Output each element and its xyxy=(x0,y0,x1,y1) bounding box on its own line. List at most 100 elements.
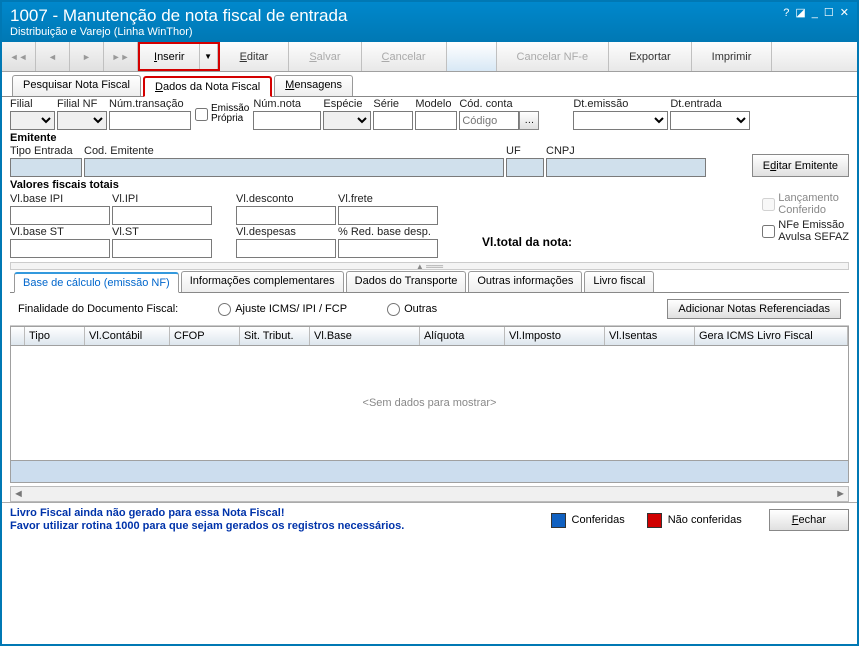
window-title: 1007 - Manutenção de nota fiscal de entr… xyxy=(10,6,347,26)
filial-nf-label: Filial NF xyxy=(57,98,107,110)
col-vlimposto[interactable]: Vl.Imposto xyxy=(505,327,605,345)
cod-conta-input[interactable] xyxy=(459,111,519,130)
hscroll[interactable]: ◄► xyxy=(10,486,849,502)
collapse-bar[interactable]: ▲ ═══ xyxy=(10,262,849,270)
vl-base-ipi-input[interactable] xyxy=(10,206,110,225)
uf-label: UF xyxy=(506,145,544,157)
valores-title: Valores fiscais totais xyxy=(10,179,849,191)
tab-outras[interactable]: Outras informações xyxy=(468,271,582,292)
vl-despesas-input[interactable] xyxy=(236,239,336,258)
editar-button[interactable]: Editar xyxy=(220,42,290,71)
dt-entrada-select[interactable] xyxy=(670,111,750,130)
num-transacao-input[interactable] xyxy=(109,111,191,130)
radio-ajuste[interactable] xyxy=(218,303,231,316)
vl-ipi-label: Vl.IPI xyxy=(112,193,212,205)
dt-entrada-label: Dt.entrada xyxy=(670,98,750,110)
cnpj-input[interactable] xyxy=(546,158,706,177)
vl-despesas-label: Vl.despesas xyxy=(236,226,336,238)
uf-input[interactable] xyxy=(506,158,544,177)
imprimir-button[interactable]: Imprimir xyxy=(692,42,773,71)
col-cfop[interactable]: CFOP xyxy=(170,327,240,345)
radio-outras-label: Outras xyxy=(404,303,437,315)
salvar-button[interactable]: Salvar xyxy=(289,42,361,71)
dt-emissao-select[interactable] xyxy=(573,111,668,130)
tab-pesquisar[interactable]: Pesquisar Nota Fiscal xyxy=(12,75,141,96)
cod-conta-lookup[interactable]: … xyxy=(519,111,539,130)
vl-base-st-label: Vl.base ST xyxy=(10,226,110,238)
tipo-entrada-label: Tipo Entrada xyxy=(10,145,82,157)
lanc-conferido-label: LançamentoConferido xyxy=(778,192,839,216)
status-line1: Livro Fiscal ainda não gerado para essa … xyxy=(10,507,404,520)
filial-nf-select[interactable] xyxy=(57,111,107,130)
vl-frete-label: Vl.frete xyxy=(338,193,438,205)
tab-transporte[interactable]: Dados do Transporte xyxy=(346,271,467,292)
emitente-title: Emitente xyxy=(10,132,849,144)
emissao-propria-check[interactable] xyxy=(195,108,208,121)
nfe-avulsa-check[interactable] xyxy=(762,225,775,238)
col-vlisentas[interactable]: Vl.Isentas xyxy=(605,327,695,345)
serie-label: Série xyxy=(373,98,413,110)
edit-icon[interactable]: ◪ xyxy=(795,6,805,19)
pct-red-input[interactable] xyxy=(338,239,438,258)
nav-last-button[interactable]: ►► xyxy=(104,42,138,71)
inserir-dropdown[interactable]: ▼ xyxy=(200,44,218,69)
toolbar: ◄◄ ◄ ► ►► Inserir ▼ Editar Salvar Cancel… xyxy=(2,42,857,72)
vl-st-input[interactable] xyxy=(112,239,212,258)
nav-next-button[interactable]: ► xyxy=(70,42,104,71)
adicionar-notas-button[interactable]: Adicionar Notas Referenciadas xyxy=(667,299,841,319)
legend-red-icon xyxy=(647,513,662,528)
statusbar: Livro Fiscal ainda não gerado para essa … xyxy=(2,502,857,539)
vl-frete-input[interactable] xyxy=(338,206,438,225)
cod-emitente-label: Cod. Emitente xyxy=(84,145,504,157)
tab-base[interactable]: Base de cálculo (emissão NF) xyxy=(14,272,179,293)
cancelar-button[interactable]: Cancelar xyxy=(362,42,447,71)
radio-ajuste-label: Ajuste ICMS/ IPI / FCP xyxy=(235,303,347,315)
modelo-label: Modelo xyxy=(415,98,457,110)
vl-base-ipi-label: Vl.base IPI xyxy=(10,193,110,205)
col-vlbase[interactable]: Vl.Base xyxy=(310,327,420,345)
close-icon[interactable]: ✕ xyxy=(840,6,849,19)
window-subtitle: Distribuição e Varejo (Linha WinThor) xyxy=(10,26,347,38)
cnpj-label: CNPJ xyxy=(546,145,706,157)
vl-st-label: Vl.ST xyxy=(112,226,212,238)
vl-base-st-input[interactable] xyxy=(10,239,110,258)
especie-select[interactable] xyxy=(323,111,371,130)
editar-emitente-button[interactable]: Editar Emitente xyxy=(752,154,849,177)
serie-input[interactable] xyxy=(373,111,413,130)
modelo-input[interactable] xyxy=(415,111,457,130)
filial-select[interactable] xyxy=(10,111,55,130)
cancelar-nfe-button[interactable]: Cancelar NF-e xyxy=(497,42,610,71)
inserir-button[interactable]: Inserir xyxy=(140,44,200,69)
exportar-button[interactable]: Exportar xyxy=(609,42,692,71)
especie-label: Espécie xyxy=(323,98,371,110)
tab-info[interactable]: Informações complementares xyxy=(181,271,344,292)
status-line2: Favor utilizar rotina 1000 para que seja… xyxy=(10,520,404,533)
cod-emitente-input[interactable] xyxy=(84,158,504,177)
fechar-button[interactable]: Fechar xyxy=(769,509,849,531)
maximize-icon[interactable]: ☐ xyxy=(824,6,834,19)
col-aliquota[interactable]: Alíquota xyxy=(420,327,505,345)
num-nota-input[interactable] xyxy=(253,111,321,130)
tab-livro[interactable]: Livro fiscal xyxy=(584,271,654,292)
grid-header: Tipo Vl.Contábil CFOP Sit. Tribut. Vl.Ba… xyxy=(10,326,849,346)
col-vlcontabil[interactable]: Vl.Contábil xyxy=(85,327,170,345)
tab-mensagens[interactable]: Mensagens xyxy=(274,75,353,96)
vl-ipi-input[interactable] xyxy=(112,206,212,225)
minimize-icon[interactable]: _ xyxy=(812,7,818,19)
lanc-conferido-check xyxy=(762,198,775,211)
col-sit[interactable]: Sit. Tribut. xyxy=(240,327,310,345)
vl-total-label: Vl.total da nota: xyxy=(482,235,572,249)
help-icon[interactable]: ? xyxy=(783,7,789,19)
tipo-entrada-input[interactable] xyxy=(10,158,82,177)
vl-desconto-input[interactable] xyxy=(236,206,336,225)
col-tipo[interactable]: Tipo xyxy=(25,327,85,345)
col-gera[interactable]: Gera ICMS Livro Fiscal xyxy=(695,327,848,345)
nav-first-button[interactable]: ◄◄ xyxy=(2,42,36,71)
num-transacao-label: Núm.transação xyxy=(109,98,191,110)
nav-prev-button[interactable]: ◄ xyxy=(36,42,70,71)
legend-conferidas: Conferidas xyxy=(572,514,625,526)
radio-outras[interactable] xyxy=(387,303,400,316)
tab-dados[interactable]: Dados da Nota Fiscal xyxy=(143,76,272,97)
main-tabs: Pesquisar Nota Fiscal Dados da Nota Fisc… xyxy=(2,72,857,97)
vl-desconto-label: Vl.desconto xyxy=(236,193,336,205)
